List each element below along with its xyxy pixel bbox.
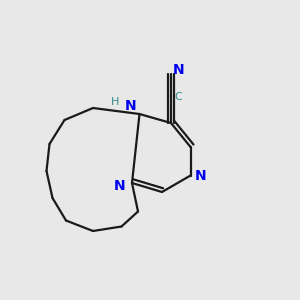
Text: N: N: [114, 179, 126, 193]
Text: C: C: [175, 92, 182, 103]
Text: N: N: [173, 64, 184, 77]
Text: N: N: [195, 169, 207, 182]
Text: N: N: [125, 100, 136, 113]
Text: H: H: [111, 97, 120, 107]
